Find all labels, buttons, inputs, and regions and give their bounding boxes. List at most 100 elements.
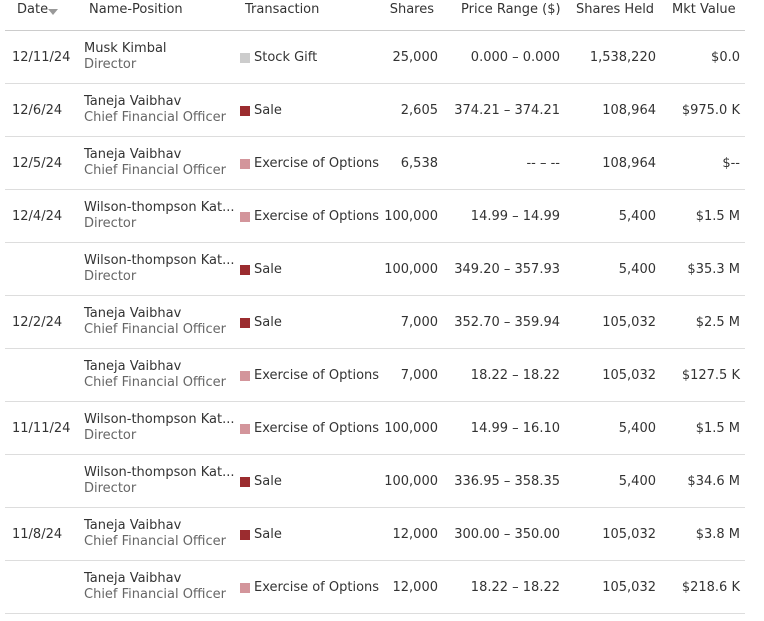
header-shares[interactable]: Shares — [389, 2, 434, 17]
row-divider — [5, 401, 745, 402]
name: Taneja Vaibhav — [84, 305, 182, 321]
transaction: Sale — [254, 261, 282, 277]
price-range: 14.99 – 14.99 — [470, 208, 560, 224]
position: Chief Financial Officer — [84, 374, 226, 390]
mkt-value: $-- — [722, 155, 740, 171]
date: 11/8/24 — [12, 526, 63, 542]
header-shares-held[interactable]: Shares Held — [576, 2, 655, 17]
transaction-swatch — [240, 52, 250, 63]
name: Taneja Vaibhav — [84, 358, 182, 374]
mkt-value: $218.6 K — [681, 579, 740, 595]
transaction-swatch — [240, 582, 250, 593]
mkt-value: $0.0 — [711, 49, 740, 65]
price-range: 18.22 – 18.22 — [470, 367, 560, 383]
position: Director — [84, 56, 137, 72]
mkt-value: $35.3 M — [687, 261, 740, 277]
transaction: Exercise of Options — [254, 208, 380, 224]
name: Wilson-thompson Kat... — [84, 199, 235, 215]
price-range: 349.20 – 357.93 — [454, 261, 560, 277]
row-divider — [5, 560, 745, 561]
shares-held: 108,964 — [602, 102, 656, 118]
transaction: Exercise of Options — [254, 367, 380, 383]
shares: 100,000 — [384, 420, 438, 436]
row-divider — [5, 242, 745, 243]
transaction: Sale — [254, 473, 282, 489]
shares-held: 105,032 — [602, 579, 656, 595]
price-range: 14.99 – 16.10 — [470, 420, 560, 436]
mkt-value: $3.8 M — [695, 526, 740, 542]
row-divider — [5, 348, 745, 349]
mkt-value: $1.5 M — [695, 208, 740, 224]
price-range: 0.000 – 0.000 — [470, 49, 560, 65]
shares-held: 108,964 — [602, 155, 656, 171]
date: 12/2/24 — [12, 314, 63, 330]
mkt-value: $2.5 M — [695, 314, 740, 330]
shares-held: 1,538,220 — [589, 49, 656, 65]
row-divider — [5, 189, 745, 190]
name: Taneja Vaibhav — [84, 93, 182, 109]
header-date[interactable]: Date — [17, 2, 49, 17]
shares: 100,000 — [384, 208, 438, 224]
header-transaction[interactable]: Transaction — [245, 2, 320, 17]
sort-arrow[interactable] — [48, 9, 58, 15]
header-name[interactable]: Name-Position — [89, 2, 183, 17]
transaction: Exercise of Options — [254, 420, 380, 436]
name: Taneja Vaibhav — [84, 146, 182, 162]
date: 12/6/24 — [12, 102, 63, 118]
header-price-range[interactable]: Price Range ($) — [461, 2, 561, 17]
shares-held: 5,400 — [618, 473, 656, 489]
name: Taneja Vaibhav — [84, 517, 182, 533]
position: Director — [84, 480, 137, 496]
shares-held: 5,400 — [618, 261, 656, 277]
price-range: 300.00 – 350.00 — [454, 526, 560, 542]
transaction-swatch — [240, 211, 250, 222]
date: 12/5/24 — [12, 155, 63, 171]
transaction-swatch — [240, 158, 250, 169]
position: Chief Financial Officer — [84, 109, 226, 125]
position: Director — [84, 427, 137, 443]
price-range: 352.70 – 359.94 — [454, 314, 560, 330]
shares-held: 105,032 — [602, 314, 656, 330]
date: 11/11/24 — [12, 420, 71, 436]
shares: 12,000 — [392, 579, 439, 595]
price-range: 18.22 – 18.22 — [470, 579, 560, 595]
position: Chief Financial Officer — [84, 533, 226, 549]
price-range: 374.21 – 374.21 — [454, 102, 560, 118]
position: Director — [84, 215, 137, 231]
date: 12/4/24 — [12, 208, 63, 224]
price-range: -- – -- — [526, 155, 560, 171]
price-range: 336.95 – 358.35 — [454, 473, 560, 489]
row-divider — [5, 83, 745, 84]
mkt-value: $975.0 K — [681, 102, 740, 118]
transaction: Exercise of Options — [254, 155, 380, 171]
transaction-swatch — [240, 317, 250, 328]
transaction-swatch — [240, 423, 250, 434]
row-divider — [5, 136, 745, 137]
name: Taneja Vaibhav — [84, 570, 182, 586]
position: Chief Financial Officer — [84, 321, 226, 337]
shares-held: 5,400 — [618, 420, 656, 436]
header-mkt-value[interactable]: Mkt Value — [672, 2, 736, 17]
transaction: Sale — [254, 526, 282, 542]
row-divider — [5, 454, 745, 455]
header-divider — [5, 30, 745, 31]
date: 12/11/24 — [12, 49, 71, 65]
mkt-value: $1.5 M — [695, 420, 740, 436]
transaction: Exercise of Options — [254, 579, 380, 595]
transaction-swatch — [240, 264, 250, 275]
shares-held: 105,032 — [602, 526, 656, 542]
transaction-swatch — [240, 370, 250, 381]
shares-held: 105,032 — [602, 367, 656, 383]
transaction-swatch — [240, 105, 250, 116]
shares: 2,605 — [400, 102, 438, 118]
shares-held: 5,400 — [618, 208, 656, 224]
shares: 7,000 — [400, 314, 438, 330]
position: Chief Financial Officer — [84, 162, 226, 178]
shares: 100,000 — [384, 261, 438, 277]
transaction-swatch — [240, 529, 250, 540]
position: Chief Financial Officer — [84, 586, 226, 602]
transaction: Sale — [254, 314, 282, 330]
shares: 12,000 — [392, 526, 439, 542]
name: Musk Kimbal — [84, 40, 167, 56]
